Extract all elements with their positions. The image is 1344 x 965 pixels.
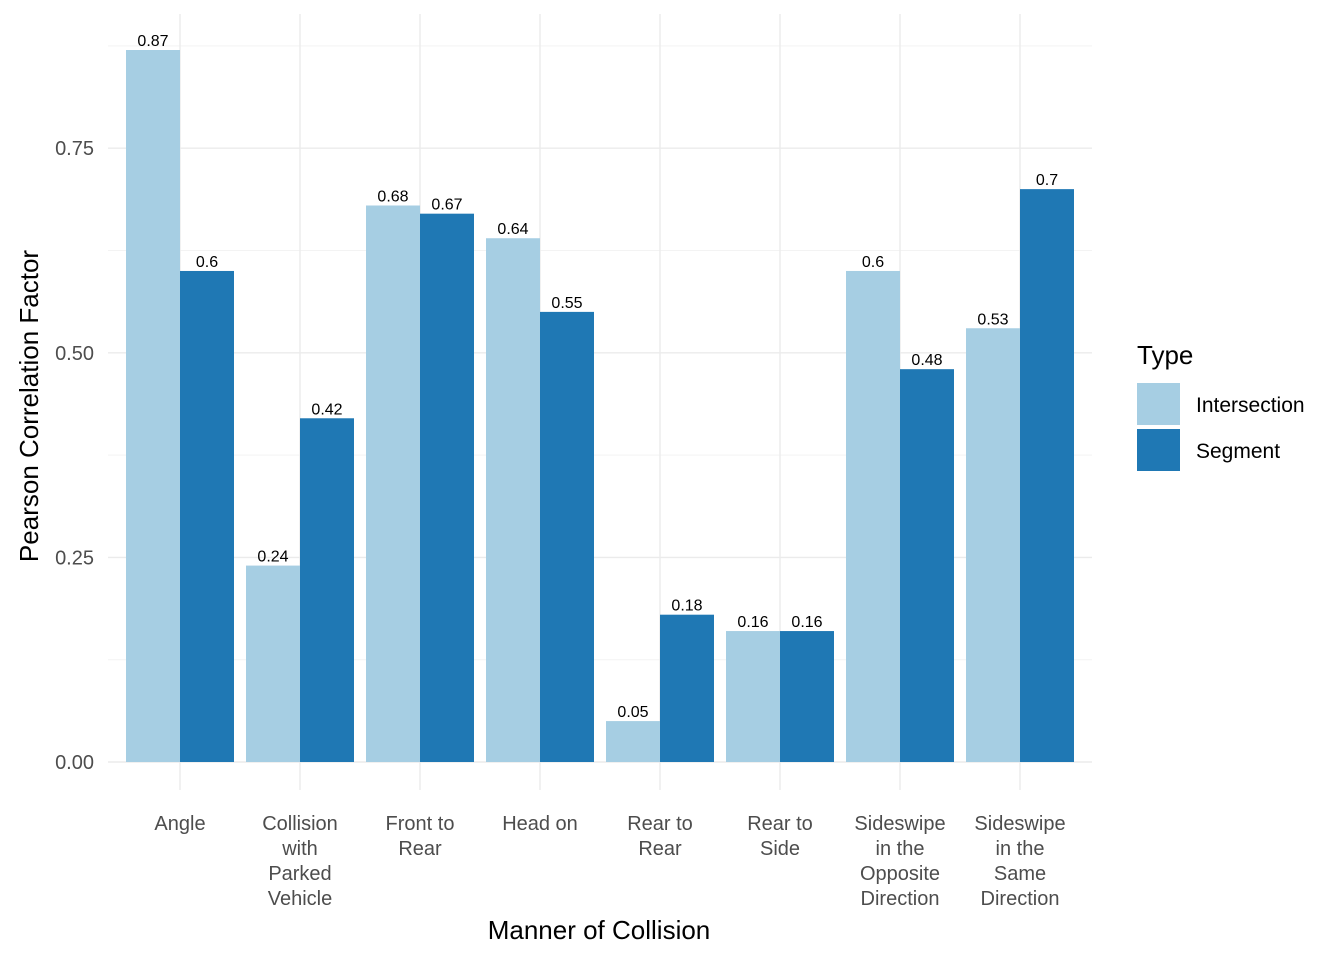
bar-value-label: 0.24 xyxy=(257,549,288,566)
bar-value-label: 0.55 xyxy=(551,295,582,312)
bar-value-label: 0.53 xyxy=(977,311,1008,328)
legend: Type Intersection Segment xyxy=(1137,340,1305,471)
bar-segment xyxy=(300,418,354,762)
bar-intersection xyxy=(966,328,1020,762)
y-tick-label: 0.75 xyxy=(55,138,94,160)
bar-value-label: 0.42 xyxy=(311,401,342,418)
bar-intersection xyxy=(366,205,420,762)
legend-label-intersection: Intersection xyxy=(1196,394,1305,417)
x-tick-label: Rear to Rear xyxy=(627,813,693,860)
legend-label-segment: Segment xyxy=(1196,440,1280,463)
bar-segment xyxy=(420,213,474,762)
bar-value-label: 0.7 xyxy=(1036,172,1058,189)
bar-value-label: 0.67 xyxy=(431,197,462,214)
legend-swatch-intersection xyxy=(1137,383,1180,425)
x-tick-label: Sideswipe in the Same Direction xyxy=(974,813,1065,910)
bar-value-label: 0.16 xyxy=(737,614,768,631)
bar-value-label: 0.18 xyxy=(671,598,702,615)
bar-value-label: 0.68 xyxy=(377,188,408,205)
legend-title: Type xyxy=(1137,340,1193,370)
y-tick-label: 0.25 xyxy=(55,547,94,569)
x-tick-label: Angle xyxy=(154,813,205,835)
bar-value-label: 0.05 xyxy=(617,704,648,721)
x-tick-label: Head on xyxy=(502,813,578,835)
x-tick-label: Sideswipe in the Opposite Direction xyxy=(854,813,945,910)
bar-intersection xyxy=(606,721,660,762)
bar-intersection xyxy=(846,270,900,762)
bar-value-label: 0.64 xyxy=(497,221,528,238)
bar-labels: 0.87 0.24 0.68 0.64 0.05 0.16 0.6 0.53 0.6 0.42 0.… xyxy=(137,33,1058,721)
bar-value-label: 0.6 xyxy=(196,254,218,271)
y-tick-label: 0.00 xyxy=(55,752,94,774)
x-tick-label: Rear to Side xyxy=(747,813,813,860)
bar-segment xyxy=(540,311,594,762)
bars xyxy=(126,50,1074,763)
bar-segment xyxy=(660,614,714,762)
y-axis-ticks: 0.00 0.25 0.50 0.75 xyxy=(55,138,94,774)
bar-value-label: 0.48 xyxy=(911,352,942,369)
bar-value-label: 0.6 xyxy=(862,254,884,271)
bar-intersection xyxy=(486,238,540,763)
x-axis-ticks: Angle Collision with Parked Vehicle Front to R… xyxy=(154,813,1065,910)
x-axis-title: Manner of Collision xyxy=(488,915,711,945)
bar-value-label: 0.16 xyxy=(791,614,822,631)
bar-intersection xyxy=(126,50,180,762)
bar-intersection xyxy=(726,631,780,762)
bar-segment xyxy=(180,270,234,762)
x-tick-label: Front to Rear xyxy=(386,813,455,860)
bar-segment xyxy=(780,631,834,762)
y-axis-title: Pearson Correlation Factor xyxy=(14,250,44,562)
x-tick-label: Collision with Parked Vehicle xyxy=(262,813,338,910)
legend-swatch-segment xyxy=(1137,429,1180,471)
y-tick-label: 0.50 xyxy=(55,343,94,365)
bar-segment xyxy=(1020,189,1074,762)
bar-intersection xyxy=(246,565,300,762)
bar-segment xyxy=(900,369,954,762)
bar-value-label: 0.87 xyxy=(137,33,168,50)
